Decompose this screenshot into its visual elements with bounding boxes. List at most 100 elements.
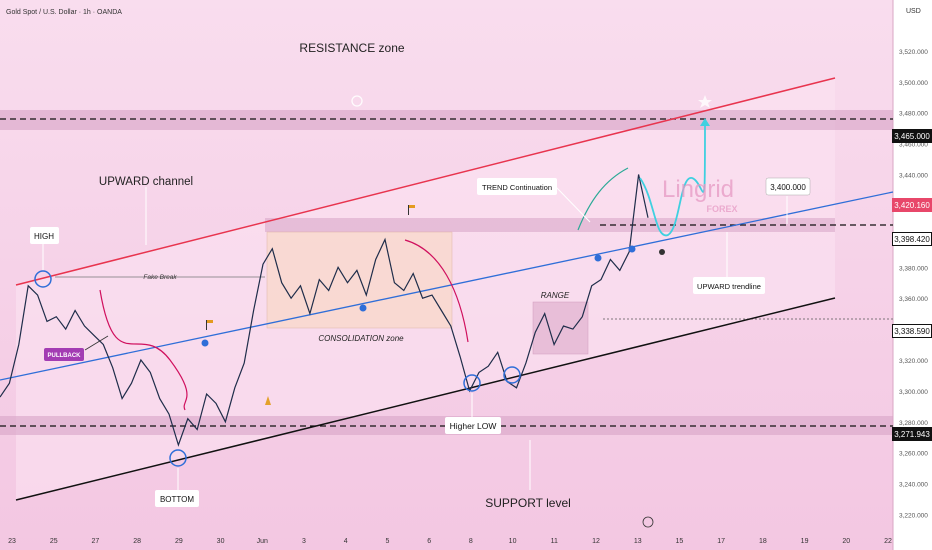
y-tick-label: 3,280.000 [899,420,928,427]
y-tick-label: 3,500.000 [899,80,928,87]
upward-trendline-label: UPWARD trendline [697,282,761,291]
breakout-zone-band [265,218,835,232]
flag-icon-cloth [409,205,415,208]
star-icon [698,95,712,108]
higher-low-label: Higher LOW [450,421,497,431]
x-tick-label: 15 [676,538,684,545]
bottom-label-box [155,490,199,507]
trend-continuation-label: TREND Continuation [482,183,552,192]
x-tick-label: 4 [344,538,348,545]
alert-icon [351,95,363,107]
y-tick-label: 3,520.000 [899,49,928,56]
x-tick-label: 25 [50,538,58,545]
target-price-label: 3,400.000 [770,183,806,192]
price-tag: 3,420.160 [892,198,932,213]
higher-low-marker-2 [503,366,521,384]
x-tick-label: 12 [592,538,600,545]
trendline-touch-3 [594,254,602,262]
y-tick-label: 3,380.000 [899,265,928,272]
flag-icon-2-cloth [207,320,213,323]
high-label-box [30,227,59,244]
y-tick-label: 3,440.000 [899,173,928,180]
y-tick-label: 3,460.000 [899,142,928,149]
x-tick-label: 20 [842,538,850,545]
x-tick-label: 13 [634,538,642,545]
x-tick-label: 18 [759,538,767,545]
watermark-sub: FOREX [706,204,737,214]
high-marker [34,270,52,288]
flag-icon [408,205,409,215]
pullback-label: PULLBACK [48,353,82,359]
trendline-touch-1 [201,339,209,347]
drop-arrow [404,239,469,343]
trendline-touch-4 [628,245,636,253]
price-tag: 3,398.420 [892,231,932,246]
bottom-marker [169,449,187,467]
x-tick-label: 10 [509,538,517,545]
higher-low-marker-1 [463,374,481,392]
trend-callout-line [555,186,591,223]
x-tick-label: 27 [92,538,100,545]
price-tag: 3,271.943 [892,427,932,442]
pullback-arrow [99,289,188,411]
projection-path [639,121,706,236]
lightning-icon [642,516,654,528]
y-tick-label: 3,300.000 [899,389,928,396]
consolidation-zone-label: CONSOLIDATION zone [318,334,404,343]
pullback-badge [44,348,84,361]
x-tick-label: 22 [884,538,892,545]
rocket-icon [265,396,271,405]
upward-channel-label: UPWARD channel [99,176,193,188]
price-tag: 3,338.590 [892,324,932,339]
range-box [532,301,589,355]
price-line [0,174,649,447]
trendline-touch-2 [359,304,367,312]
trend-continuation-box [477,178,557,195]
x-tick-label: 5 [385,538,389,545]
price-series [0,174,649,447]
channel-lower-line [15,297,836,501]
upward-trendline [0,191,894,381]
x-tick-label: 6 [427,538,431,545]
x-tick-label: 30 [217,538,225,545]
projection-arrowhead [700,118,710,126]
target-price-box [765,177,811,196]
x-tick-label: 17 [717,538,725,545]
resistance-zone-band [0,110,893,130]
y-tick-label: 3,480.000 [899,111,928,118]
support-level-label: SUPPORT level [485,496,571,510]
bottom-label: BOTTOM [160,495,194,504]
eye-icon [659,249,665,255]
watermark-brand: Lingrid [662,176,734,203]
symbol-title: Gold Spot / U.S. Dollar · 1h · OANDA [6,9,122,16]
x-tick-label: 8 [469,538,473,545]
channel-upper-line [15,77,836,286]
continuation-arrow [577,167,629,231]
fake-break-label: Fake Break [143,274,177,281]
resistance-zone-label: RESISTANCE zone [299,41,404,55]
price-tag: 3,465.000 [892,128,932,143]
x-tick-label: 11 [551,538,558,545]
x-tick-label: 29 [175,538,183,545]
x-tick-label: Jun [257,538,268,545]
x-tick-label: 3 [302,538,306,545]
x-tick-label: 23 [8,538,16,545]
upward-trendline-box [693,277,765,294]
y-tick-label: 3,240.000 [899,482,928,489]
range-label: RANGE [541,291,570,300]
x-tick-label: 28 [133,538,141,545]
pullback-callout-line [84,335,109,351]
y-tick-label: 3,220.000 [899,513,928,520]
y-tick-label: 3,320.000 [899,358,928,365]
price-axis-panel [893,0,932,550]
y-tick-label: 3,360.000 [899,296,928,303]
time-axis[interactable]: 23 25 27 28 29 30 Jun 3 4 5 6 8 10 11 12 13 15 17 18 19 20 22 [8,538,892,545]
currency-label: USD [906,8,921,15]
y-tick-label: 3,260.000 [899,451,928,458]
consolidation-box [266,231,453,329]
higher-low-label-box [445,417,501,434]
x-tick-label: 19 [801,538,809,545]
high-label: HIGH [34,232,54,241]
